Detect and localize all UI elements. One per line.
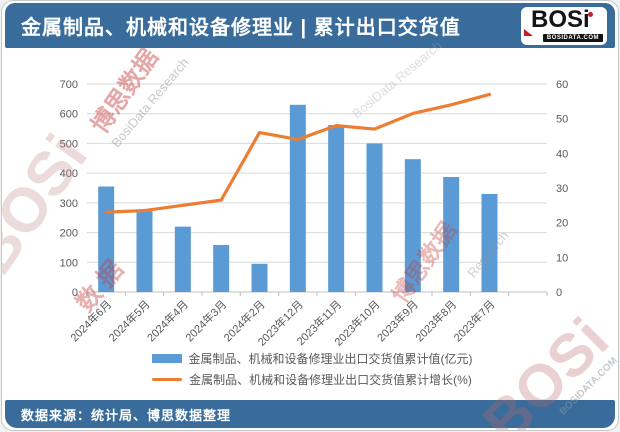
- y-axis-left-tick-label: 600: [60, 109, 78, 121]
- trend-line: [104, 92, 492, 214]
- y-axis-right-tick-label: 50: [556, 114, 568, 126]
- logo-domain: BOSIDATA.COM: [542, 34, 603, 42]
- bar: [366, 143, 383, 292]
- combo-chart: 010020030040050060070001020304050602024年…: [60, 79, 569, 349]
- y-axis-left-tick-label: 200: [60, 228, 78, 240]
- y-axis-left-tick-label: 100: [60, 257, 78, 269]
- logo-red-dot-icon: [588, 12, 593, 17]
- legend-bar-marker-icon: [151, 354, 182, 363]
- bar: [404, 159, 421, 292]
- bosi-logo-text: BOSi: [531, 7, 590, 33]
- legend-item-bar-series: 金属制品、机械和设备修理业出口交货值累计值(亿元): [151, 350, 473, 367]
- bar: [251, 263, 268, 292]
- data-source-bar: 数据来源：统计局、博思数据整理: [5, 400, 615, 428]
- y-axis-left-tick-label: 300: [60, 198, 78, 210]
- y-axis-left-tick-label: 500: [60, 138, 78, 150]
- y-axis-right-tick-label: 40: [556, 148, 568, 160]
- bar: [174, 226, 191, 292]
- y-axis-right-tick-label: 30: [556, 183, 568, 195]
- data-source-text: 数据来源：统计局、博思数据整理: [21, 407, 232, 423]
- bar: [98, 186, 115, 292]
- legend-line-label: 金属制品、机械和设备修理业出口交货值累计增长(%): [189, 373, 472, 387]
- page-title: 金属制品、机械和设备修理业 | 累计出口交货值: [21, 17, 461, 39]
- logo-red-triangle-icon: [524, 29, 533, 36]
- header-bar: 金属制品、机械和设备修理业 | 累计出口交货值 BOSi BOSIDATA.CO…: [5, 3, 615, 48]
- bar: [136, 211, 153, 292]
- legend-bar-label: 金属制品、机械和设备修理业出口交货值累计值(亿元): [188, 352, 473, 366]
- legend-item-line-series: 金属制品、机械和设备修理业出口交货值累计增长(%): [152, 371, 472, 388]
- legend-line-marker-icon: [152, 378, 183, 381]
- x-axis-label: 2023年7月: [451, 297, 498, 344]
- y-axis-left-tick-label: 400: [60, 168, 78, 180]
- y-axis-right-tick-label: 10: [556, 252, 568, 264]
- bar: [443, 177, 460, 292]
- y-axis-right-tick-label: 60: [556, 79, 568, 91]
- bar: [289, 104, 306, 292]
- chart-legend: 金属制品、机械和设备修理业出口交货值累计值(亿元) 金属制品、机械和设备修理业出…: [2, 350, 618, 388]
- chart-area: 0 100 200 300 400 500 600 700 0 10 20 30 40 50 60 2024年…: [2, 49, 618, 401]
- y-axis-left-tick-label: 0: [72, 287, 78, 299]
- bar: [213, 245, 230, 292]
- bosi-logo: BOSi BOSIDATA.COM: [521, 7, 607, 45]
- y-axis-right-tick-label: 0: [556, 287, 562, 299]
- y-axis-right-tick-label: 20: [556, 218, 568, 230]
- bar: [481, 193, 498, 292]
- y-axis-left-tick-label: 700: [60, 79, 78, 91]
- bar: [328, 125, 345, 293]
